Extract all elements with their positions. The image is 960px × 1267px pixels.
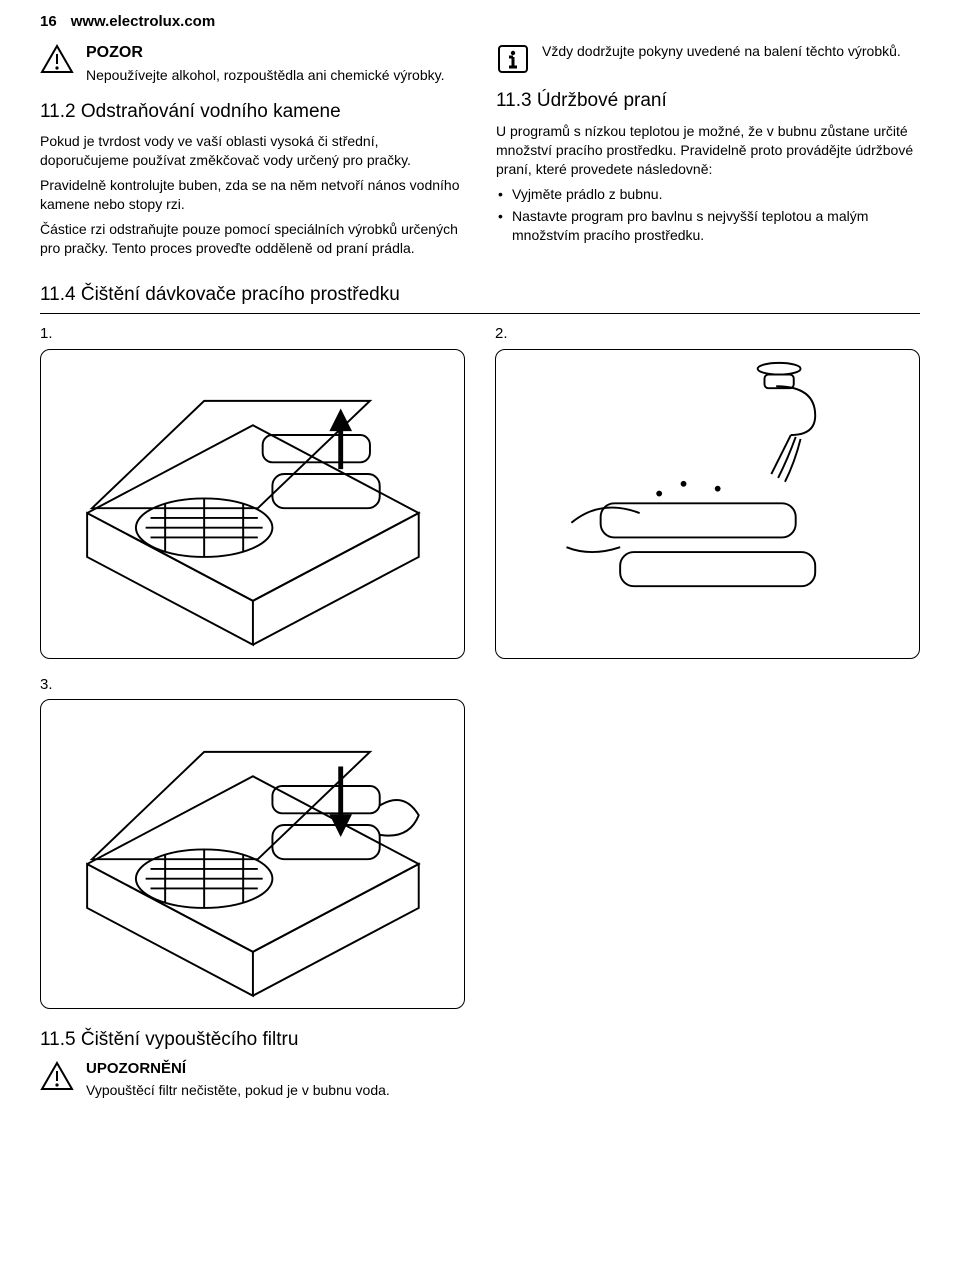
site-url: www.electrolux.com: [71, 12, 216, 32]
section-113-b2: Nastavte program pro bavlnu s nejvyšší t…: [496, 207, 920, 245]
step-1-label: 1.: [40, 324, 465, 344]
figure-3-illustration: [52, 708, 454, 1001]
figure-1-illustration: [52, 357, 454, 650]
caution-title: POZOR: [86, 42, 464, 64]
figure-2-illustration: [507, 357, 909, 650]
figure-cell-2: 2.: [495, 324, 920, 658]
figure-1: [40, 349, 465, 659]
section-115-heading: 11.5 Čištění vypouštěcího filtru: [40, 1027, 920, 1053]
right-column: Vždy dodržujte pokyny uvedené na balení …: [496, 42, 920, 263]
section-112-p3: Částice rzi odstraňujte pouze pomocí spe…: [40, 220, 464, 258]
info-text: Vždy dodržujte pokyny uvedené na balení …: [542, 42, 920, 61]
info-icon: [496, 44, 530, 74]
section-113-heading: 11.3 Údržbové praní: [496, 88, 920, 114]
section-113-list: Vyjměte prádlo z bubnu. Nastavte program…: [496, 185, 920, 246]
caution-text: Nepoužívejte alkohol, rozpouštědla ani c…: [86, 66, 464, 85]
section-112-p1: Pokud je tvrdost vody ve vaší oblasti vy…: [40, 132, 464, 170]
section-112-heading: 11.2 Odstraňování vodního kamene: [40, 99, 464, 125]
figure-2: [495, 349, 920, 659]
section-113-p1: U programů s nízkou teplotou je možné, ž…: [496, 122, 920, 179]
figure-cell-3: 3.: [40, 675, 465, 1009]
warning-title: UPOZORNĚNÍ: [86, 1059, 390, 1079]
page-header: 16 www.electrolux.com: [40, 12, 920, 32]
upper-columns: POZOR Nepoužívejte alkohol, rozpouštědla…: [40, 42, 920, 263]
info-callout: Vždy dodržujte pokyny uvedené na balení …: [496, 42, 920, 74]
step-3-label: 3.: [40, 675, 465, 695]
step-2-label: 2.: [495, 324, 920, 344]
figure-row-1: 1.: [40, 324, 920, 658]
warning-triangle-icon: [40, 1061, 74, 1091]
page-number: 16: [40, 12, 57, 32]
figure-row-2: 3.: [40, 675, 920, 1009]
warning-text: Vypouštěcí filtr nečistěte, pokud je v b…: [86, 1081, 390, 1100]
warning-callout: UPOZORNĚNÍ Vypouštěcí filtr nečistěte, p…: [40, 1059, 920, 1100]
figure-cell-empty: [495, 675, 920, 1009]
section-113-b1: Vyjměte prádlo z bubnu.: [496, 185, 920, 204]
left-column: POZOR Nepoužívejte alkohol, rozpouštědla…: [40, 42, 464, 263]
warning-triangle-icon: [40, 44, 74, 74]
section-112-p2: Pravidelně kontrolujte buben, zda se na …: [40, 176, 464, 214]
figure-cell-1: 1.: [40, 324, 465, 658]
section-114-heading: 11.4 Čištění dávkovače pracího prostředk…: [40, 282, 920, 308]
section-114-rule: [40, 313, 920, 314]
caution-callout: POZOR Nepoužívejte alkohol, rozpouštědla…: [40, 42, 464, 84]
figure-3: [40, 699, 465, 1009]
